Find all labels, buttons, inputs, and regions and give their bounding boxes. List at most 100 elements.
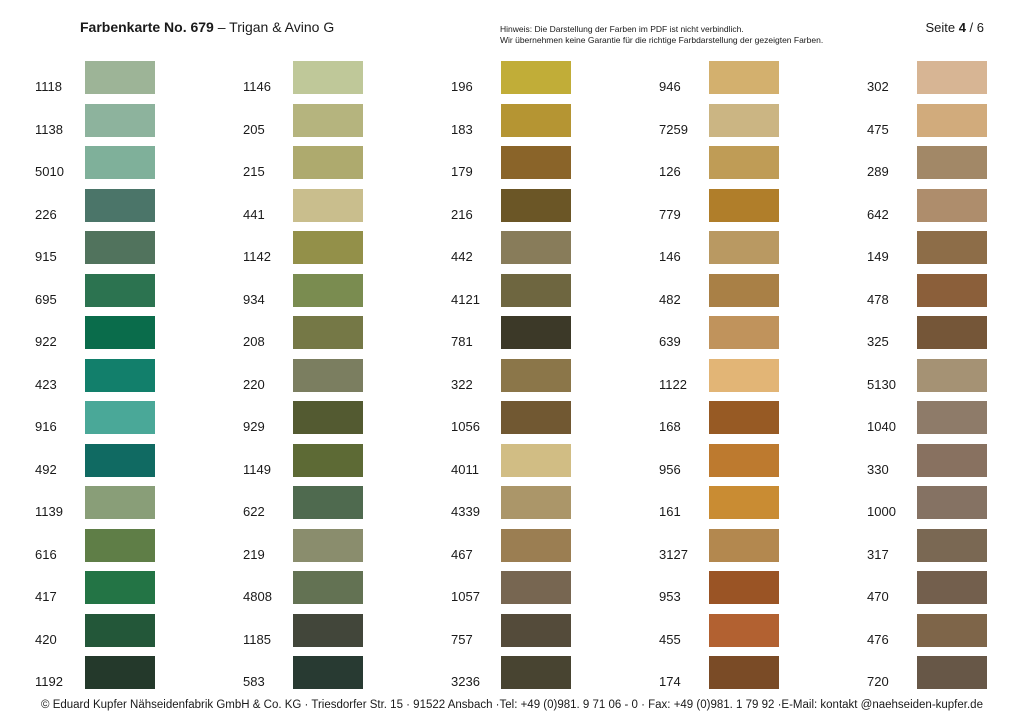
color-code: 467 bbox=[451, 546, 473, 562]
color-code: 622 bbox=[243, 504, 265, 519]
color-code: 953 bbox=[659, 589, 681, 604]
color-code: 1149 bbox=[243, 461, 271, 477]
color-entry: 720 bbox=[867, 656, 1024, 699]
color-entry: 161 bbox=[659, 486, 819, 529]
color-code: 7259 bbox=[659, 121, 688, 137]
color-code: 639 bbox=[659, 334, 681, 349]
color-entry: 219 bbox=[243, 528, 403, 572]
page-suffix: / 6 bbox=[965, 20, 984, 35]
color-code: 216 bbox=[451, 206, 473, 222]
color-swatch bbox=[709, 358, 779, 392]
color-swatch bbox=[501, 231, 571, 264]
color-swatch bbox=[501, 656, 571, 689]
color-code: 441 bbox=[243, 206, 265, 222]
color-swatch bbox=[293, 273, 363, 307]
color-entry: 216 bbox=[451, 188, 611, 232]
color-entry: 492 bbox=[35, 443, 195, 487]
title-bold: Farbenkarte No. 679 bbox=[80, 19, 214, 35]
color-entry: 1056 bbox=[451, 401, 611, 444]
color-entry: 417 bbox=[35, 571, 195, 614]
color-entry: 205 bbox=[243, 103, 403, 147]
color-code: 779 bbox=[659, 206, 681, 222]
color-entry: 226 bbox=[35, 188, 195, 232]
color-code: 470 bbox=[867, 589, 889, 604]
color-entry: 1142 bbox=[243, 231, 403, 274]
color-entry: 757 bbox=[451, 613, 611, 657]
color-code: 226 bbox=[35, 206, 57, 222]
color-entry: 929 bbox=[243, 401, 403, 444]
color-code: 161 bbox=[659, 504, 681, 519]
color-entry: 168 bbox=[659, 401, 819, 444]
color-swatch bbox=[85, 316, 155, 349]
color-entry: 126 bbox=[659, 146, 819, 189]
color-swatch bbox=[85, 358, 155, 392]
color-entry: 183 bbox=[451, 103, 611, 147]
color-swatch bbox=[917, 103, 987, 137]
color-swatch bbox=[709, 613, 779, 647]
color-code: 922 bbox=[35, 334, 57, 349]
color-code: 208 bbox=[243, 334, 265, 349]
color-code: 215 bbox=[243, 164, 265, 179]
color-code: 149 bbox=[867, 249, 889, 264]
color-entry: 442 bbox=[451, 231, 611, 274]
color-code: 1000 bbox=[867, 504, 896, 519]
page-number: Seite 4 / 6 bbox=[925, 20, 984, 35]
color-code: 5130 bbox=[867, 376, 896, 392]
color-entry: 953 bbox=[659, 571, 819, 614]
color-swatch bbox=[293, 316, 363, 349]
color-entry: 639 bbox=[659, 316, 819, 359]
color-code: 616 bbox=[35, 546, 57, 562]
color-swatch bbox=[85, 486, 155, 519]
color-swatch bbox=[917, 486, 987, 519]
color-code: 956 bbox=[659, 461, 681, 477]
color-swatch bbox=[501, 486, 571, 519]
color-swatch bbox=[293, 443, 363, 477]
color-swatch bbox=[293, 571, 363, 604]
color-entry: 4011 bbox=[451, 443, 611, 487]
color-entry: 322 bbox=[451, 358, 611, 402]
color-entry: 482 bbox=[659, 273, 819, 317]
color-code: 423 bbox=[35, 376, 57, 392]
color-entry: 441 bbox=[243, 188, 403, 232]
color-swatch bbox=[501, 103, 571, 137]
color-code: 946 bbox=[659, 79, 681, 94]
color-swatch bbox=[293, 486, 363, 519]
color-swatch bbox=[85, 443, 155, 477]
color-swatch bbox=[709, 273, 779, 307]
color-column: 302 475 289 642 149 478 325 5130 1040 330 1000 317 4… bbox=[867, 61, 1024, 699]
color-entry: 915 bbox=[35, 231, 195, 274]
color-entry: 317 bbox=[867, 528, 1024, 572]
color-swatch bbox=[501, 443, 571, 477]
color-code: 3127 bbox=[659, 546, 688, 562]
color-code: 929 bbox=[243, 419, 265, 434]
color-swatch bbox=[85, 571, 155, 604]
color-entry: 1000 bbox=[867, 486, 1024, 529]
color-swatch bbox=[917, 61, 987, 94]
color-entry: 642 bbox=[867, 188, 1024, 232]
color-swatch bbox=[85, 528, 155, 562]
color-swatch bbox=[85, 656, 155, 689]
color-code: 126 bbox=[659, 164, 681, 179]
color-entry: 174 bbox=[659, 656, 819, 699]
color-entry: 476 bbox=[867, 613, 1024, 657]
color-code: 455 bbox=[659, 631, 681, 647]
color-swatch bbox=[709, 188, 779, 222]
color-code: 289 bbox=[867, 164, 889, 179]
color-entry: 478 bbox=[867, 273, 1024, 317]
color-swatch bbox=[85, 61, 155, 94]
color-swatch bbox=[293, 358, 363, 392]
color-code: 4339 bbox=[451, 504, 480, 519]
color-code: 3236 bbox=[451, 674, 480, 689]
page-current: 4 bbox=[958, 20, 966, 35]
color-swatch bbox=[293, 528, 363, 562]
color-entry: 616 bbox=[35, 528, 195, 572]
color-swatch bbox=[293, 146, 363, 179]
color-entry: 149 bbox=[867, 231, 1024, 274]
title-rest: – Trigan & Avino G bbox=[213, 19, 335, 35]
color-swatch bbox=[293, 656, 363, 689]
color-code: 174 bbox=[659, 674, 681, 689]
color-entry: 5010 bbox=[35, 146, 195, 189]
color-entry: 1139 bbox=[35, 486, 195, 529]
color-swatch bbox=[501, 316, 571, 349]
color-code: 482 bbox=[659, 291, 681, 307]
